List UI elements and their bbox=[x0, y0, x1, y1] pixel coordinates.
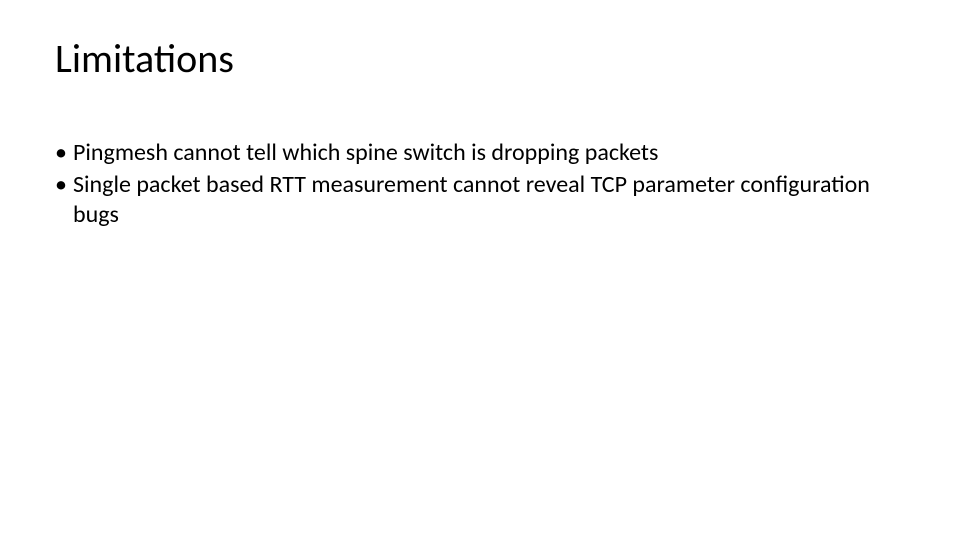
bullet-icon: • bbox=[55, 170, 73, 200]
bullet-icon: • bbox=[55, 138, 73, 168]
list-item: • Pingmesh cannot tell which spine switc… bbox=[55, 138, 905, 168]
slide-body: • Pingmesh cannot tell which spine switc… bbox=[55, 138, 905, 232]
bullet-text: Pingmesh cannot tell which spine switch … bbox=[73, 138, 905, 168]
slide-title: Limitations bbox=[55, 34, 234, 83]
list-item: • Single packet based RTT measurement ca… bbox=[55, 170, 905, 230]
bullet-text: Single packet based RTT measurement cann… bbox=[73, 170, 905, 230]
slide: Limitations • Pingmesh cannot tell which… bbox=[0, 0, 960, 540]
